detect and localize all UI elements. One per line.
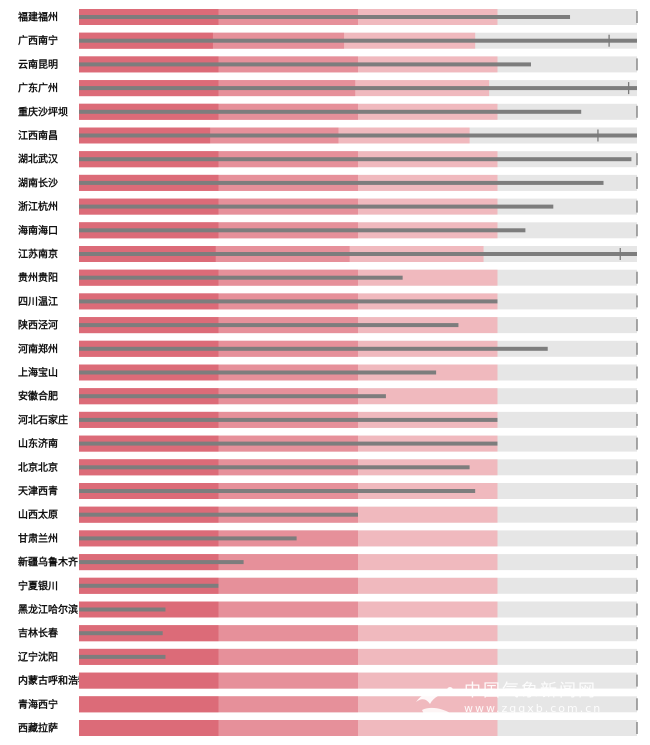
city-label: 山东济南 xyxy=(18,437,58,450)
city-label: 云南昆明 xyxy=(18,58,58,71)
city-label: 安徽合肥 xyxy=(18,390,58,403)
watermark-url: www.zgqxb.com.cn xyxy=(464,702,603,715)
city-label: 吉林长春 xyxy=(18,627,58,640)
watermark-text: 中国气象新闻网 xyxy=(464,681,597,701)
value-bar xyxy=(79,560,244,565)
city-label: 河北石家庄 xyxy=(18,413,68,426)
city-label: 海南海口 xyxy=(18,224,58,237)
value-bar xyxy=(79,157,632,162)
city-label: 山西太原 xyxy=(18,508,58,521)
value-bar xyxy=(79,631,163,636)
value-bar xyxy=(79,38,637,43)
city-label: 宁夏银川 xyxy=(18,579,58,592)
range-band xyxy=(79,672,219,689)
value-bar xyxy=(79,180,604,185)
city-label: 新疆乌鲁木齐 xyxy=(18,556,79,569)
city-label: 江西南昌 xyxy=(18,129,58,142)
bird-logo-icon xyxy=(416,687,454,718)
city-label: 西藏拉萨 xyxy=(18,722,58,735)
value-bar xyxy=(79,204,554,209)
watermark: 中国气象新闻网 www.zgqxb.com.cn xyxy=(412,676,612,724)
city-label: 广西南宁 xyxy=(18,34,58,47)
value-bar xyxy=(79,228,526,233)
city-label: 福建福州 xyxy=(17,11,58,24)
city-label: 贵州贵阳 xyxy=(18,271,58,284)
value-bar xyxy=(79,109,582,114)
city-label: 湖南长沙 xyxy=(18,176,58,189)
value-bar xyxy=(79,346,548,351)
value-bar xyxy=(79,252,637,256)
city-label: 湖北武汉 xyxy=(18,153,59,166)
city-label: 河南郑州 xyxy=(18,342,58,355)
city-label: 北京北京 xyxy=(18,461,58,474)
city-label: 陕西泾河 xyxy=(18,319,58,332)
city-label: 内蒙古呼和浩特 xyxy=(18,674,88,687)
city-label: 辽宁沈阳 xyxy=(18,650,58,663)
city-label: 黑龙江哈尔滨 xyxy=(18,603,78,616)
value-bar xyxy=(79,512,358,517)
city-label: 上海宝山 xyxy=(18,366,58,379)
city-label: 重庆沙坪坝 xyxy=(18,105,68,118)
value-bar xyxy=(79,489,476,493)
value-bar xyxy=(79,536,297,541)
city-label: 天津西青 xyxy=(18,485,58,498)
range-band xyxy=(79,720,219,736)
city-label: 四川温江 xyxy=(18,295,58,308)
value-bar xyxy=(79,441,498,446)
value-bar xyxy=(79,394,386,399)
range-band xyxy=(79,696,219,713)
value-bar xyxy=(79,323,459,328)
value-bar xyxy=(79,583,219,588)
value-bar xyxy=(79,417,498,422)
city-label: 甘肃兰州 xyxy=(18,532,58,545)
city-label: 广东广州 xyxy=(18,82,58,95)
value-bar xyxy=(79,275,403,280)
value-bar xyxy=(79,15,571,19)
city-label: 浙江杭州 xyxy=(18,200,58,213)
value-bar xyxy=(79,299,498,304)
value-bar xyxy=(79,86,637,91)
value-bar xyxy=(79,654,166,659)
city-label: 青海西宁 xyxy=(18,698,58,711)
value-bar xyxy=(79,62,531,67)
value-bar xyxy=(79,370,437,375)
value-bar xyxy=(79,607,166,612)
value-bar xyxy=(79,133,637,138)
value-bar xyxy=(79,465,470,470)
city-label: 江苏南京 xyxy=(18,248,58,261)
